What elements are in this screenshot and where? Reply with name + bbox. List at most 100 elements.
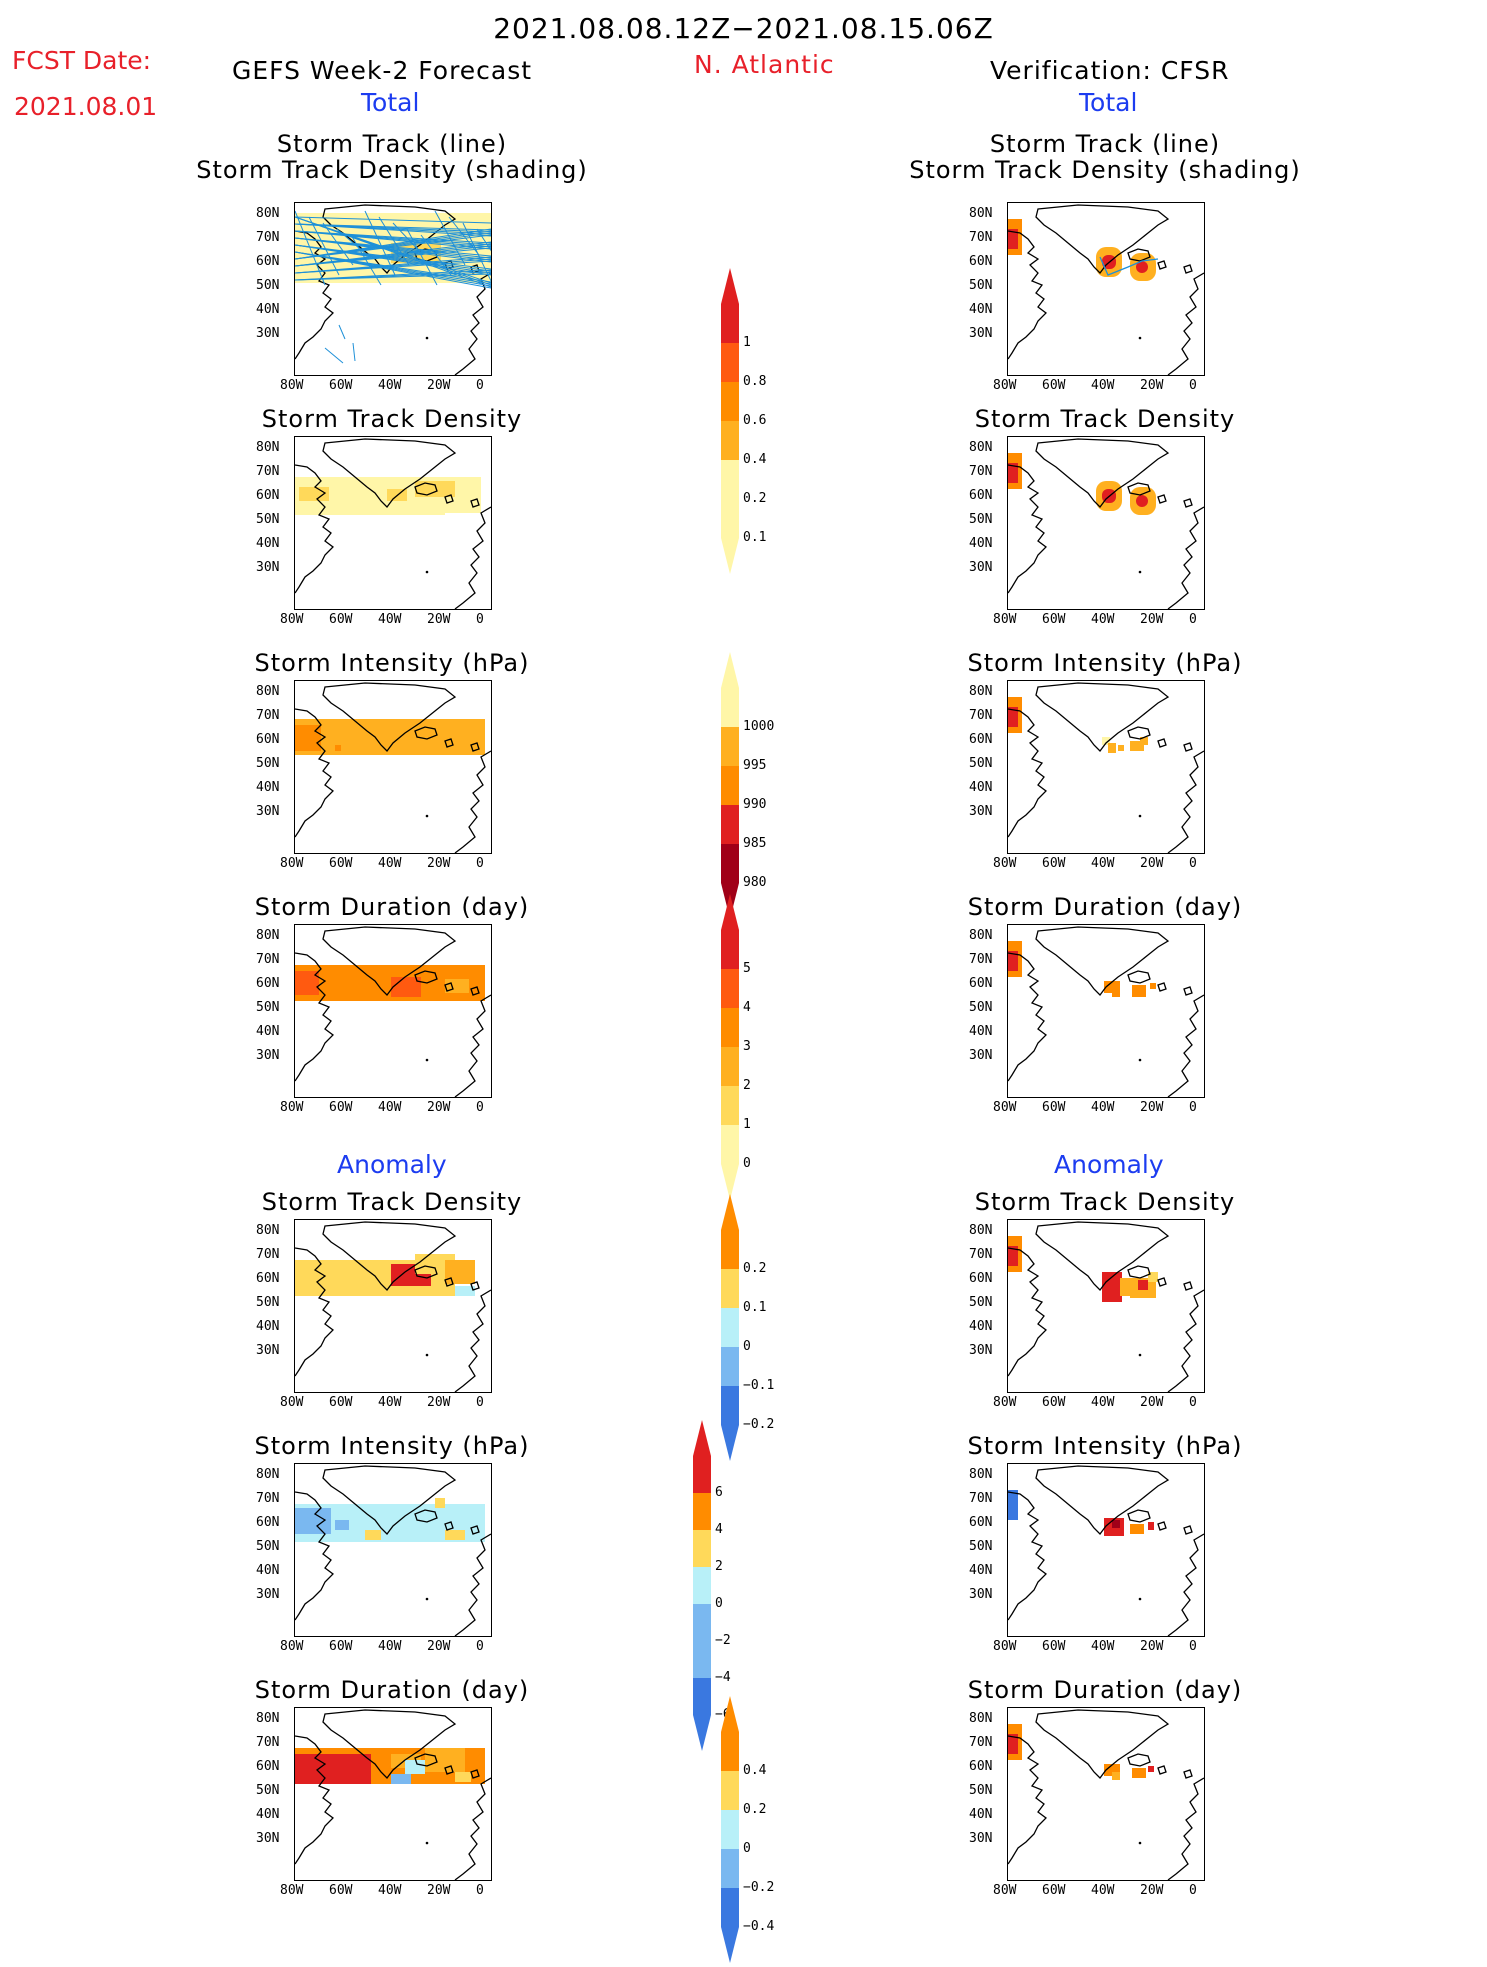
lon-tick-label: 0 — [476, 1395, 484, 1410]
coastline — [1008, 952, 1047, 1082]
coastline — [1008, 230, 1047, 360]
lat-tick-label: 40N — [256, 780, 280, 795]
colorbar-label: −0.2 — [743, 1417, 775, 1432]
lon-tick-label: 40W — [1091, 1883, 1115, 1898]
lat-tick-label: 80N — [256, 1223, 280, 1238]
lat-tick-label: 60N — [256, 1271, 280, 1286]
colorbar-label: 3 — [743, 1039, 751, 1054]
island-dot — [1138, 570, 1142, 574]
verification-map-svg — [1008, 1709, 1204, 1880]
colorbar-top-arrow — [721, 268, 739, 304]
colorbar-segment — [721, 382, 739, 421]
colorbar-label: 0.6 — [743, 413, 767, 428]
island-dot — [1138, 336, 1142, 340]
forecast-map-svg — [295, 1221, 491, 1392]
lat-tick-label: 50N — [256, 512, 280, 527]
shade-cell — [405, 1760, 425, 1774]
island-dot — [1138, 814, 1142, 818]
island-dot — [425, 1058, 429, 1062]
coastline — [1167, 994, 1204, 1097]
coastline — [322, 438, 457, 508]
colorbar-label: 0.4 — [743, 1763, 767, 1778]
colorbar-segment — [721, 766, 739, 805]
panel-title-left: Storm Intensity (hPa) — [254, 1432, 530, 1460]
shade-cell — [1140, 737, 1148, 745]
colorbar-label: 0.1 — [743, 530, 767, 545]
shade-cell — [295, 1754, 371, 1784]
lon-tick-label: 60W — [329, 1639, 353, 1654]
colorbar-segment — [721, 1771, 739, 1810]
lon-tick-label: 80W — [993, 1100, 1017, 1115]
panel-title-left: Storm Intensity (hPa) — [254, 649, 530, 677]
storm-track-line — [434, 210, 466, 266]
colorbar-segment — [721, 1308, 739, 1347]
lon-tick-label: 20W — [1140, 856, 1164, 871]
lat-tick-label: 50N — [969, 1000, 993, 1015]
storm-track-line — [295, 230, 491, 244]
coastline — [322, 1465, 457, 1535]
verification-map-svg — [1008, 1465, 1204, 1636]
lon-tick-label: 0 — [476, 1100, 484, 1115]
storm-track-line — [352, 342, 356, 362]
storm-track-line — [295, 256, 491, 274]
lon-tick-label: 0 — [476, 1639, 484, 1654]
fcst-date-value: 2021.08.01 — [14, 92, 158, 121]
shade-cell — [335, 745, 341, 751]
colorbar-segment — [721, 1347, 739, 1386]
storm-track-line — [350, 234, 382, 286]
colorbar-segment — [693, 1530, 711, 1567]
storm-track-line — [338, 324, 346, 340]
lon-tick-label: 80W — [993, 1883, 1017, 1898]
lat-tick-label: 40N — [256, 302, 280, 317]
lon-tick-label: 60W — [329, 378, 353, 393]
lon-tick-label: 20W — [1140, 1100, 1164, 1115]
shade-cell — [445, 1260, 475, 1284]
lon-tick-label: 0 — [1189, 1395, 1197, 1410]
lon-tick-label: 0 — [1189, 1100, 1197, 1115]
lat-tick-label: 60N — [969, 254, 993, 269]
coastline — [322, 926, 457, 996]
lat-tick-label: 30N — [256, 326, 280, 341]
lon-tick-label: 80W — [280, 1883, 304, 1898]
lat-tick-label: 60N — [969, 1759, 993, 1774]
lat-tick-label: 60N — [969, 488, 993, 503]
colorbar-bottom-arrow — [721, 1927, 739, 1963]
lon-tick-label: 60W — [1042, 1639, 1066, 1654]
lon-tick-label: 20W — [427, 378, 451, 393]
right-anomaly-label: Anomaly — [1054, 1150, 1164, 1179]
coastline — [1035, 204, 1170, 274]
colorbar-label: 5 — [743, 961, 751, 976]
lon-tick-label: 80W — [280, 378, 304, 393]
shade-cell — [1136, 261, 1148, 273]
lat-tick-label: 70N — [969, 230, 993, 245]
shade-cell — [435, 1498, 445, 1508]
coastline — [444, 494, 480, 508]
coastline — [1008, 708, 1047, 838]
lon-tick-label: 40W — [378, 856, 402, 871]
coastline — [1167, 1533, 1204, 1636]
colorbar-label: 0.1 — [743, 1300, 767, 1315]
shade-cell — [1112, 1520, 1120, 1528]
lat-tick-label: 70N — [256, 1735, 280, 1750]
colorbar-segment — [721, 1008, 739, 1047]
shade-cell — [1132, 1768, 1146, 1778]
lat-tick-label: 50N — [256, 1295, 280, 1310]
lon-tick-label: 60W — [329, 1100, 353, 1115]
lon-tick-label: 80W — [993, 856, 1017, 871]
forecast-map-svg — [295, 926, 491, 1097]
lat-tick-label: 40N — [969, 1024, 993, 1039]
lon-tick-label: 40W — [378, 1883, 402, 1898]
colorbar-segment — [693, 1567, 711, 1604]
lat-tick-label: 30N — [969, 804, 993, 819]
coastline — [295, 708, 334, 838]
forecast-map — [294, 202, 492, 376]
lat-tick-label: 70N — [969, 1491, 993, 1506]
island-dot — [425, 814, 429, 818]
lat-tick-label: 80N — [256, 206, 280, 221]
lon-tick-label: 80W — [993, 1639, 1017, 1654]
right-total-label: Total — [1079, 88, 1138, 117]
verification-map-svg — [1008, 438, 1204, 609]
lat-tick-label: 70N — [969, 708, 993, 723]
verification-map — [1007, 680, 1205, 854]
colorbar-segment — [721, 1125, 739, 1164]
